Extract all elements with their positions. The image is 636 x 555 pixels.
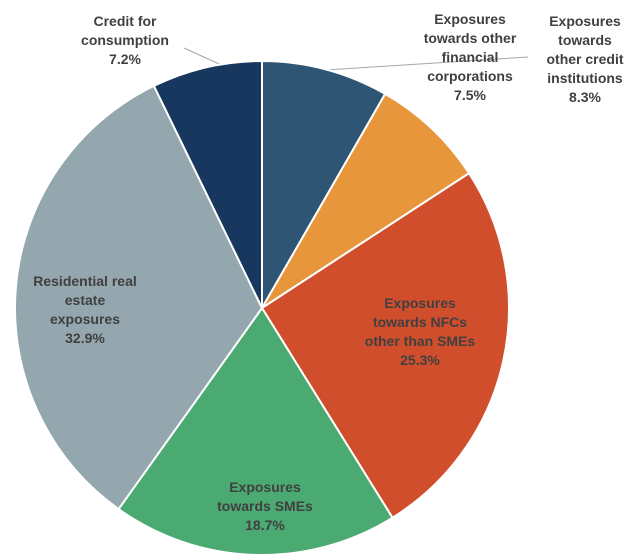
slice-label: Exposures towards other financial corporati… [424, 11, 517, 84]
slice-label: Exposures towards NFCs other than SMEs [365, 295, 476, 349]
leader-line [325, 56, 529, 71]
pie-slice [261, 92, 471, 309]
pie-slice [261, 59, 387, 312]
value-label: 25.3% [400, 352, 440, 368]
value-label: 32.9% [65, 330, 105, 346]
pie-slice [260, 171, 510, 520]
slice-label: Exposures towards other credit institutions [546, 13, 623, 86]
value-label: 18.7% [245, 517, 285, 533]
slice-label: Residential real estate exposures [33, 273, 137, 327]
value-label: 7.2% [109, 51, 141, 67]
pie-slice [14, 84, 264, 511]
pie-slice [152, 59, 263, 309]
value-label: 8.3% [569, 89, 601, 105]
slice-label: Exposures towards SMEs [217, 479, 313, 514]
value-label: 7.5% [454, 87, 486, 103]
slice-label: Credit for consumption [81, 13, 169, 48]
